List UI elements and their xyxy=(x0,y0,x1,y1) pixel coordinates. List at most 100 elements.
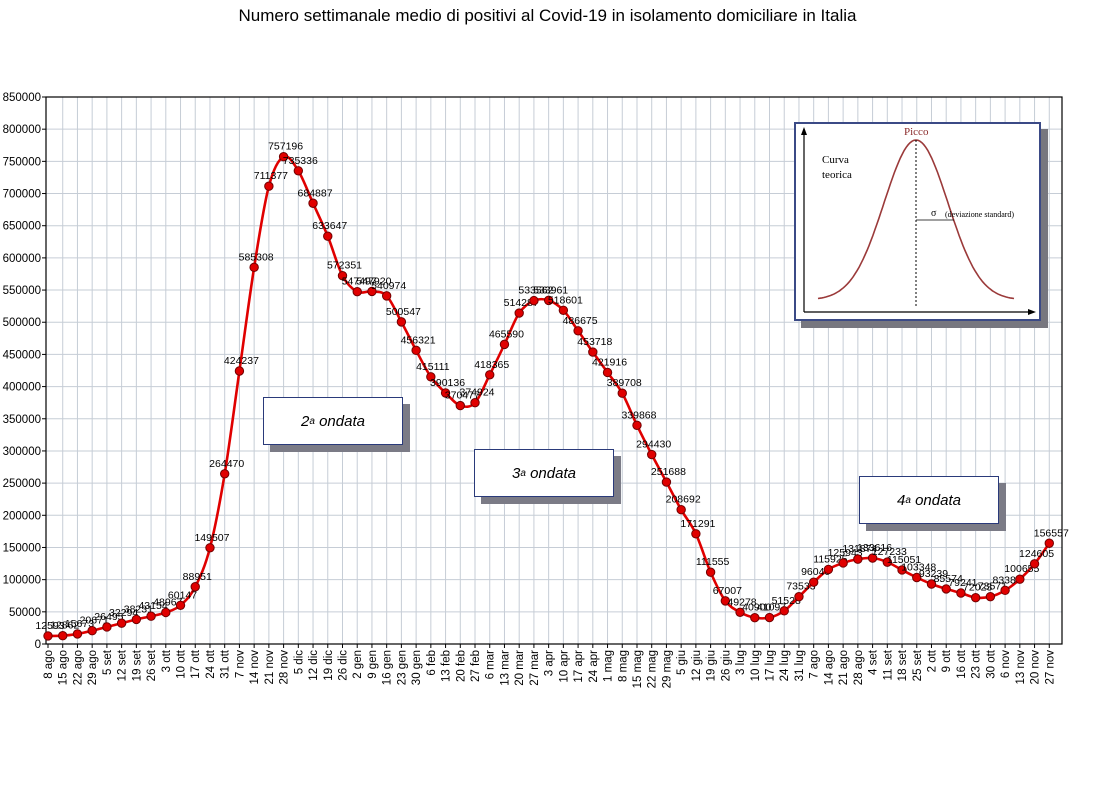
inset-sigma-symbol: σ xyxy=(931,208,937,219)
inset-sigma-desc: (deviazione standard) xyxy=(945,210,1015,219)
x-tick-label: 17 apr xyxy=(573,650,585,683)
data-label: 12862 xyxy=(50,620,79,632)
x-tick-label: 24 lug xyxy=(779,650,791,681)
annotation-wave-4-sup: a xyxy=(905,494,911,506)
x-tick-label: 9 gen xyxy=(367,650,379,679)
data-point xyxy=(396,317,407,327)
data-label: 533562 xyxy=(518,285,553,297)
data-point xyxy=(573,326,583,336)
data-point xyxy=(543,295,554,306)
data-label: 12593 xyxy=(35,620,64,632)
data-label: 453718 xyxy=(577,336,612,348)
data-point xyxy=(529,295,539,306)
data-point xyxy=(1044,538,1054,548)
x-tick-label: 27 feb xyxy=(470,650,482,682)
data-label: 40900 xyxy=(742,602,771,614)
data-point xyxy=(470,398,480,408)
x-tick-label: 16 ott xyxy=(956,649,968,679)
data-point xyxy=(1015,574,1025,584)
data-label: 79241 xyxy=(948,577,977,589)
data-label: 633647 xyxy=(312,220,347,232)
y-tick-label: 650000 xyxy=(3,221,41,233)
x-tick-label: 25 set xyxy=(912,649,924,681)
data-label: 424237 xyxy=(224,355,259,367)
data-point xyxy=(838,558,848,568)
data-point xyxy=(234,366,245,376)
data-point xyxy=(647,449,657,460)
data-point xyxy=(808,577,819,587)
data-label: 67007 xyxy=(713,585,742,597)
data-point xyxy=(823,564,834,575)
y-tick-label: 100000 xyxy=(3,575,41,587)
x-tick-label: 12 set xyxy=(117,649,129,681)
data-point xyxy=(1000,585,1010,596)
data-point xyxy=(897,565,907,575)
x-tick-label: 5 set xyxy=(102,649,114,675)
x-tick-label: 3 lug xyxy=(735,650,747,675)
y-tick-label: 800000 xyxy=(3,124,41,136)
data-label: 72023 xyxy=(963,582,992,594)
data-label: 540974 xyxy=(371,280,406,292)
data-label: 572351 xyxy=(327,260,362,272)
data-label: 418365 xyxy=(474,359,509,371)
data-label: 533961 xyxy=(533,284,568,296)
x-tick-label: 15 mag xyxy=(632,650,644,688)
x-tick-label: 8 mag xyxy=(617,650,629,682)
y-tick-label: 0 xyxy=(35,639,41,651)
x-tick-label: 7 nov xyxy=(234,650,246,678)
x-tick-label: 17 lug xyxy=(765,650,777,681)
data-point xyxy=(602,367,613,378)
x-tick-label: 6 feb xyxy=(426,650,438,676)
data-point xyxy=(264,181,274,191)
data-label: 465590 xyxy=(489,328,524,340)
x-tick-label: 31 lug xyxy=(794,650,806,681)
data-label: 96040 xyxy=(801,566,830,578)
data-label: 88951 xyxy=(183,571,212,583)
data-point xyxy=(440,388,451,398)
series-line xyxy=(47,155,1051,638)
data-point xyxy=(161,607,171,618)
data-label: 15673 xyxy=(65,618,94,630)
x-tick-label: 8 ago xyxy=(43,650,55,679)
data-point xyxy=(293,166,304,176)
data-point xyxy=(116,618,127,628)
data-label: 111555 xyxy=(696,556,730,568)
data-point xyxy=(970,592,981,603)
data-label: 684887 xyxy=(298,187,333,199)
data-label: 421916 xyxy=(592,356,627,368)
inset-curve-label-2: teorica xyxy=(822,169,852,181)
y-tick-label: 150000 xyxy=(3,542,41,554)
data-label: 251688 xyxy=(651,466,686,478)
data-point xyxy=(352,286,362,297)
data-point xyxy=(411,345,421,356)
data-point xyxy=(323,231,333,241)
plot-border xyxy=(45,96,1063,645)
x-tick-label: 14 ago xyxy=(823,650,835,685)
x-tick-label: 31 ott xyxy=(220,649,232,679)
data-label: 370477 xyxy=(445,390,480,402)
x-tick-label: 5 dic xyxy=(293,650,305,675)
x-tick-label: 12 dic xyxy=(308,650,320,681)
x-tick-label: 29 mag xyxy=(661,650,673,688)
x-tick-label: 10 apr xyxy=(558,650,570,683)
data-label: 103348 xyxy=(901,561,936,573)
y-tick-label: 550000 xyxy=(3,285,41,297)
data-point xyxy=(367,286,377,297)
x-tick-label: 13 feb xyxy=(441,650,453,682)
data-label: 115051 xyxy=(887,554,921,566)
data-point xyxy=(661,477,672,487)
x-tick-label: 23 gen xyxy=(396,650,408,685)
data-label: 73533 xyxy=(786,581,815,593)
data-point xyxy=(617,388,627,398)
annotation-wave-2-text: ondata xyxy=(319,412,365,430)
data-label: 339868 xyxy=(621,409,656,421)
x-tick-label: 26 giu xyxy=(720,650,732,681)
data-point xyxy=(205,543,215,553)
y-tick-label: 250000 xyxy=(3,478,41,490)
data-label: 415111 xyxy=(416,361,450,373)
data-point xyxy=(764,612,775,623)
x-tick-label: 13 mar xyxy=(499,650,511,686)
annotation-wave-3-text: ondata xyxy=(530,464,576,482)
y-tick-label: 300000 xyxy=(3,446,41,458)
